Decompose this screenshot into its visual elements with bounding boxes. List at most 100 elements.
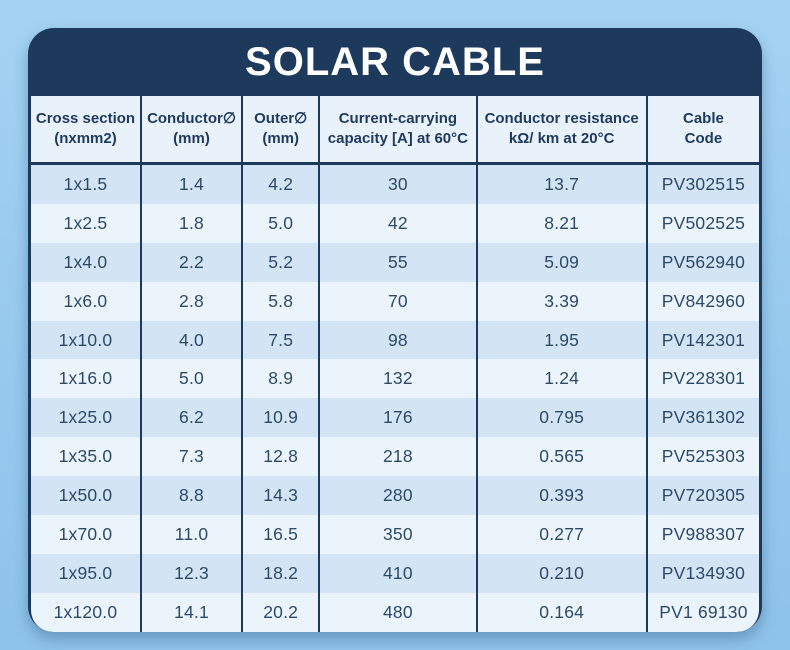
table-cell: 1.24 (476, 359, 648, 399)
table-cell: 218 (319, 437, 478, 477)
table-row: 1x1.5 1.4 4.2 30 13.7 PV302515 (31, 163, 759, 204)
table-cell: PV502525 (646, 203, 759, 243)
table-row: 1x2.5 1.8 5.0 42 8.21 PV502525 (31, 203, 759, 243)
col-header-line1: Outer∅ (254, 109, 308, 127)
table-cell: PV228301 (646, 359, 759, 399)
table-cell: 8.8 (140, 476, 244, 516)
table-cell: PV1 69130 (646, 592, 759, 632)
table-cell: PV842960 (646, 281, 759, 321)
table-cell: 410 (319, 553, 478, 593)
title-band: SOLAR CABLE (31, 28, 759, 96)
table-cell: 1.95 (476, 320, 648, 360)
table-cell: 30 (319, 163, 478, 204)
table-cell: PV361302 (646, 398, 759, 438)
table-cell: 176 (319, 398, 478, 438)
table-cell: 1x1.5 (31, 163, 142, 204)
page-title: SOLAR CABLE (245, 40, 545, 84)
table-cell: PV142301 (646, 320, 759, 360)
table-cell: 5.2 (242, 242, 321, 282)
table-cell: 1x95.0 (31, 553, 142, 593)
table-cell: 6.2 (140, 398, 244, 438)
table-cell: 3.39 (476, 281, 648, 321)
col-header-line2: Code (684, 130, 723, 147)
table-cell: 7.3 (140, 437, 244, 477)
table-cell: 2.2 (140, 242, 244, 282)
col-header-line2: (nxmm2) (54, 130, 117, 147)
table-cell: 1x25.0 (31, 398, 142, 438)
table-cell: 2.8 (140, 281, 244, 321)
table-cell: 0.164 (476, 592, 648, 632)
table-cell: 1x16.0 (31, 359, 142, 399)
table-cell: 0.277 (476, 515, 648, 554)
table-cell: 350 (319, 515, 478, 554)
col-header-line1: Conductor resistance (484, 109, 639, 127)
col-header-line2: (mm) (262, 130, 300, 147)
table-cell: 12.3 (140, 553, 244, 593)
col-header-cable-code: Cable Code (646, 96, 759, 165)
col-header-line2: (mm) (173, 130, 210, 147)
col-header-line2: kΩ/ km at 20°C (508, 130, 615, 147)
table-row: 1x4.0 2.2 5.2 55 5.09 PV562940 (31, 242, 759, 282)
table-cell: 5.8 (242, 281, 321, 321)
table-cell: 8.9 (242, 359, 321, 399)
table-cell: 70 (319, 281, 478, 321)
col-header-line1: Conductor∅ (147, 109, 236, 127)
table-row: 1x6.0 2.8 5.8 70 3.39 PV842960 (31, 281, 759, 321)
col-header-conductor-resistance: Conductor resistance kΩ/ km at 20°C (476, 96, 648, 165)
table-row: 1x120.0 14.1 20.2 480 0.164 PV1 69130 (31, 592, 759, 632)
table-cell: 0.210 (476, 553, 648, 593)
solar-cable-card: SOLAR CABLE Cross section (nxmm2) Conduc… (28, 28, 762, 632)
table-cell: 11.0 (140, 515, 244, 554)
table-cell: 20.2 (242, 592, 321, 632)
table-cell: 5.0 (242, 203, 321, 243)
table-cell: 4.0 (140, 320, 244, 360)
col-header-line2: capacity [A] at 60°C (327, 130, 468, 147)
table-cell: 480 (319, 592, 478, 632)
table-cell: 1x2.5 (31, 203, 142, 243)
table-cell: 1x4.0 (31, 242, 142, 282)
table-cell: PV988307 (646, 515, 759, 554)
table-cell: 1x6.0 (31, 281, 142, 321)
table-cell: PV720305 (646, 476, 759, 516)
table-cell: 0.565 (476, 437, 648, 477)
table-header-row: Cross section (nxmm2) Conductor∅ (mm) Ou… (31, 96, 759, 165)
table-cell: 13.7 (476, 163, 648, 204)
table-cell: 8.21 (476, 203, 648, 243)
table-cell: 280 (319, 476, 478, 516)
table-row: 1x10.0 4.0 7.5 98 1.95 PV142301 (31, 320, 759, 360)
table-cell: 14.1 (140, 592, 244, 632)
table-cell: 7.5 (242, 320, 321, 360)
table-row: 1x50.0 8.8 14.3 280 0.393 PV720305 (31, 476, 759, 516)
table-cell: 1x50.0 (31, 476, 142, 516)
table-cell: PV525303 (646, 437, 759, 477)
table-cell: 5.0 (140, 359, 244, 399)
col-header-line1: Current-carrying (338, 109, 458, 127)
table-cell: 18.2 (242, 553, 321, 593)
table-cell: 1x10.0 (31, 320, 142, 360)
table-cell: 98 (319, 320, 478, 360)
col-header-line1: Cross section (35, 109, 136, 127)
table-row: 1x35.0 7.3 12.8 218 0.565 PV525303 (31, 437, 759, 477)
table-cell: 12.8 (242, 437, 321, 477)
table-row: 1x25.0 6.2 10.9 176 0.795 PV361302 (31, 398, 759, 438)
table-cell: 132 (319, 359, 478, 399)
col-header-line1: Cable (682, 109, 724, 127)
table-cell: 1.8 (140, 203, 244, 243)
table-cell: 0.393 (476, 476, 648, 516)
table-cell: 0.795 (476, 398, 648, 438)
table-cell: 1x35.0 (31, 437, 142, 477)
col-header-cross-section: Cross section (nxmm2) (31, 96, 142, 165)
table-cell: 1x120.0 (31, 592, 142, 632)
table-cell: 16.5 (242, 515, 321, 554)
table-cell: 5.09 (476, 242, 648, 282)
table-cell: 55 (319, 242, 478, 282)
col-header-conductor-diameter: Conductor∅ (mm) (140, 96, 244, 165)
col-header-current-capacity: Current-carrying capacity [A] at 60°C (319, 96, 478, 165)
table-cell: 42 (319, 203, 478, 243)
table-cell: PV562940 (646, 242, 759, 282)
table-cell: 1x70.0 (31, 515, 142, 554)
table-row: 1x70.0 11.0 16.5 350 0.277 PV988307 (31, 515, 759, 554)
table-cell: 10.9 (242, 398, 321, 438)
table-cell: 14.3 (242, 476, 321, 516)
table-cell: PV302515 (646, 163, 759, 204)
